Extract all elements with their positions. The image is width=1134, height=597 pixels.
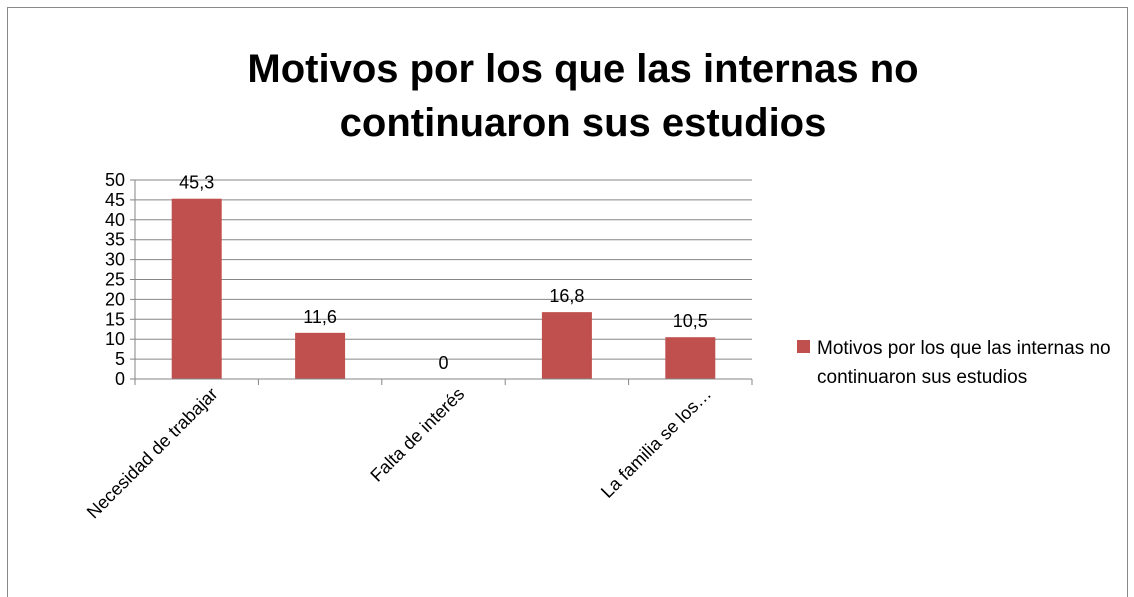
- data-label: 11,6: [303, 307, 337, 327]
- data-label: 0: [438, 353, 448, 373]
- y-tick-label: 35: [105, 230, 125, 250]
- bar: [665, 337, 716, 379]
- y-tick-label: 40: [105, 210, 125, 230]
- legend-swatch: [797, 340, 810, 353]
- y-tick-label: 20: [105, 289, 125, 309]
- y-tick-label: 10: [105, 329, 125, 349]
- chart-title: Motivos por los que las internas no cont…: [247, 47, 919, 145]
- bar: [541, 312, 592, 379]
- y-tick-label: 45: [105, 190, 125, 210]
- x-tick-label: Falta de interés: [366, 384, 468, 486]
- y-tick-label: 30: [105, 250, 125, 270]
- y-tick-label: 50: [105, 170, 125, 190]
- data-label: 45,3: [179, 173, 214, 193]
- bar: [171, 198, 222, 379]
- y-tick-label: 25: [105, 270, 125, 290]
- data-label: 16,8: [549, 286, 584, 306]
- y-tick-label: 15: [105, 309, 125, 329]
- legend-label: Motivos por los que las internas no cont…: [817, 338, 1111, 388]
- y-tick-label: 5: [115, 349, 125, 369]
- chart-border: [7, 7, 1128, 597]
- data-label: 10,5: [673, 311, 708, 331]
- x-tick-label: Necesidad de trabajar: [83, 384, 222, 523]
- y-tick-label: 0: [115, 369, 125, 389]
- bar: [295, 332, 346, 379]
- x-tick-label: La familia se los…: [597, 384, 715, 502]
